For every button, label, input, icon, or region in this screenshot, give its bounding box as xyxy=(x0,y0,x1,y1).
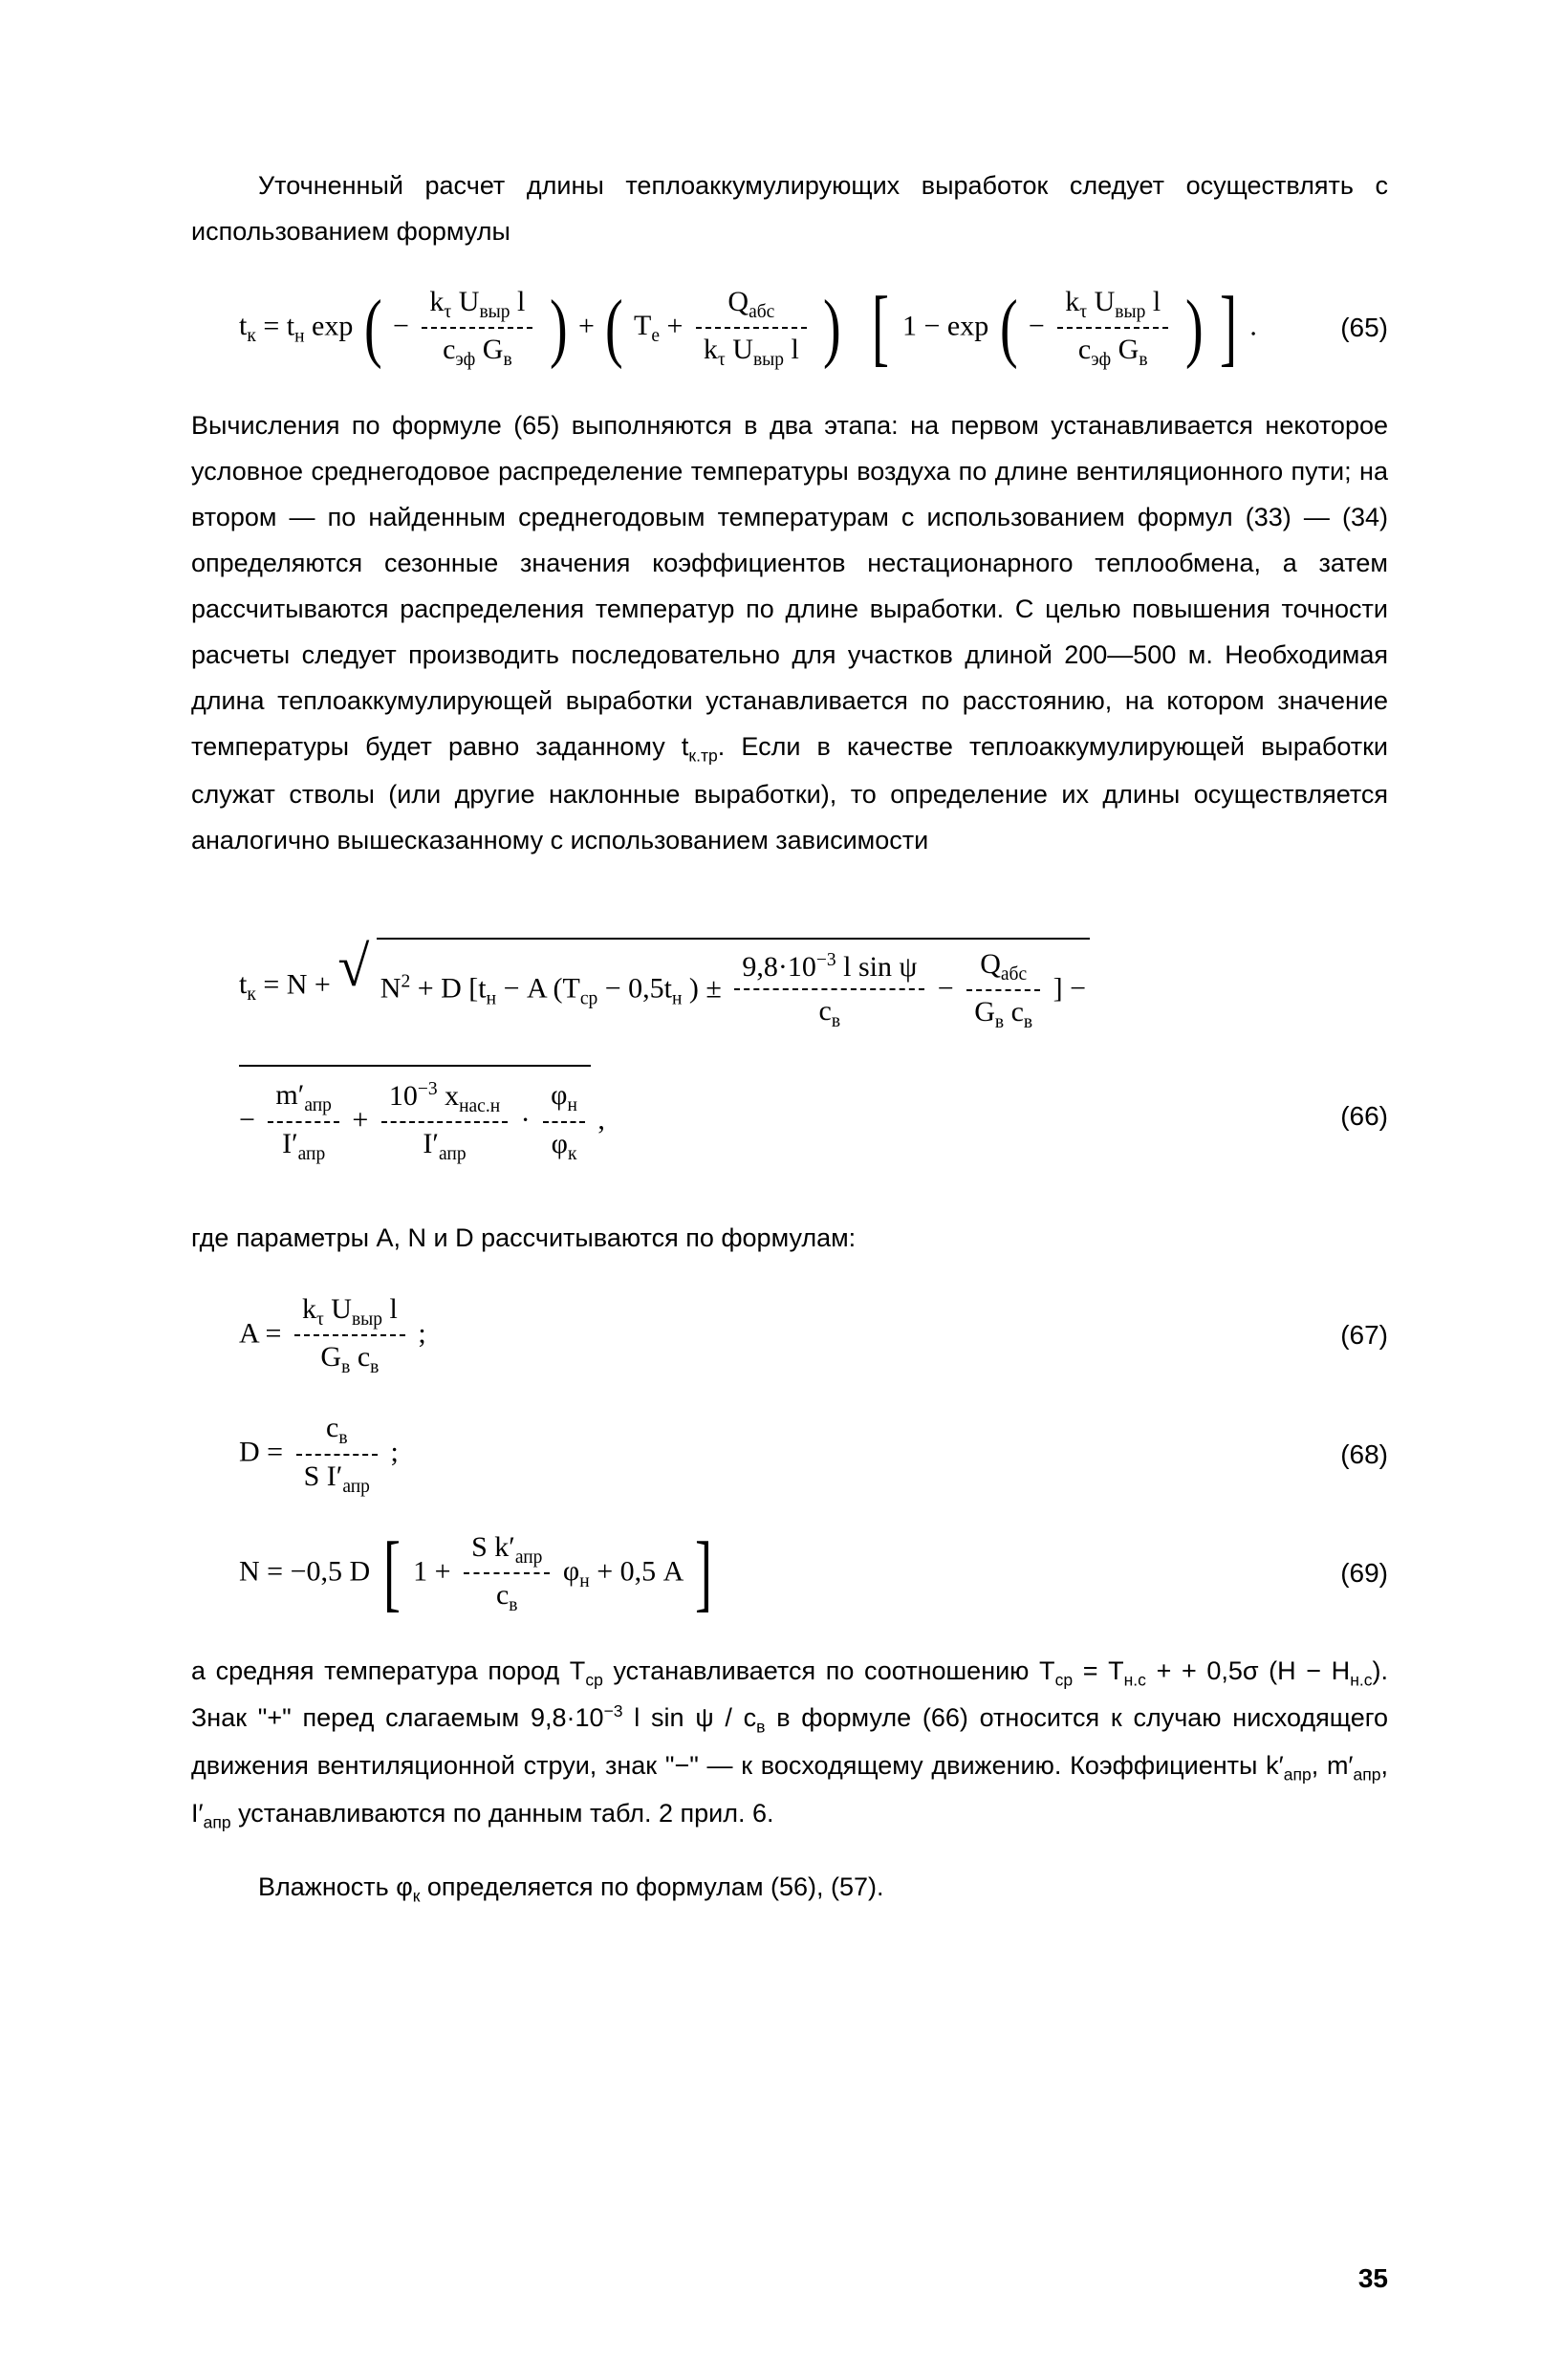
equation-66-line1: tк = N + √ N2 + D [tн − A (Tср − 0,5tн )… xyxy=(191,938,1388,1036)
equation-66-number: (66) xyxy=(1321,1101,1388,1132)
eq65-plus: + xyxy=(578,310,601,341)
bracket-close-icon: ] xyxy=(1220,285,1237,371)
eq66-lhs: tк xyxy=(239,968,256,1000)
eq66-frac3: m′апр I′апр xyxy=(268,1076,339,1167)
equation-69-number: (69) xyxy=(1321,1558,1388,1589)
eq69-lhs: N = −0,5 D xyxy=(239,1555,378,1587)
equation-69: N = −0,5 D [ 1 + S k′апр cв φн + 0,5 A ]… xyxy=(191,1528,1388,1619)
eq65-frac3: kτ Uвыр l cэф Gв xyxy=(1057,283,1168,374)
eq65-plus2: + xyxy=(667,310,690,341)
equation-67: A = kτ Uвыр l Gв cв ; (67) xyxy=(191,1290,1388,1381)
paragraph-intro: Уточненный расчет длины теплоаккумулирую… xyxy=(191,162,1388,254)
eq65-frac1: kτ Uвыр l cэф Gв xyxy=(422,283,532,374)
paren-open-icon: ( xyxy=(1000,290,1018,366)
equation-65-body: tк = tн exp ( − kτ Uвыр l cэф Gв ) + ( T… xyxy=(191,283,1321,374)
page: Уточненный расчет длины теплоаккумулирую… xyxy=(0,0,1541,2380)
equation-68: D = cв S I′апр ; (68) xyxy=(191,1409,1388,1500)
eq66-sqrt: √ N2 + D [tн − A (Tср − 0,5tн ) ± 9,8·10… xyxy=(337,938,1090,1036)
eq65-Te: Te xyxy=(634,310,660,341)
equation-66-line2: − m′апр I′апр + 10−3 xнас.н I′апр · φн φ… xyxy=(191,1065,1388,1168)
eq65-one-minus: 1 − exp xyxy=(902,310,996,341)
paragraph-humidity: Влажность φк определяется по формулам (5… xyxy=(191,1864,1388,1912)
paragraph-mean-temp: а средняя температура пород Tср устанавл… xyxy=(191,1648,1388,1837)
equation-68-body: D = cв S I′апр ; xyxy=(191,1409,1321,1500)
bracket-open-icon: [ xyxy=(383,1530,401,1616)
equation-67-number: (67) xyxy=(1321,1320,1388,1351)
eq68-frac: cв S I′апр xyxy=(296,1409,378,1500)
eq65-lhs: tк xyxy=(239,310,256,341)
equation-65-number: (65) xyxy=(1321,313,1388,343)
eq66-frac5: φн φк xyxy=(543,1076,585,1167)
eq66-frac2: Qабс Gв cв xyxy=(966,945,1040,1036)
eq67-lhs: A = xyxy=(239,1317,289,1349)
paren-close-icon: ) xyxy=(1185,290,1204,366)
eq69-phi: φн xyxy=(563,1555,590,1587)
paren-open-icon: ( xyxy=(605,290,623,366)
eq66-eq: = N + xyxy=(263,968,337,1000)
eq65-tH-sub: н xyxy=(294,326,304,346)
eq65-eq: = t xyxy=(263,310,294,341)
equation-66-body-2: − m′апр I′апр + 10−3 xнас.н I′апр · φн φ… xyxy=(191,1065,1321,1168)
eq69-plus05A: + 0,5 A xyxy=(597,1555,682,1587)
eq66-frac4: 10−3 xнас.н I′апр xyxy=(381,1076,508,1168)
eq66-frac1: 9,8·10−3 l sin ψ cв xyxy=(734,947,924,1034)
sqrt-icon: √ xyxy=(337,938,369,995)
page-number: 35 xyxy=(1358,2263,1388,2294)
eq65-frac2: Qабс kτ Uвыр l xyxy=(696,283,807,374)
equation-65: tк = tн exp ( − kτ Uвыр l cэф Gв ) + ( T… xyxy=(191,283,1388,374)
eq69-one-plus: 1 + xyxy=(413,1555,458,1587)
eq66-overline: − m′апр I′апр + 10−3 xнас.н I′апр · φн φ… xyxy=(239,1065,591,1168)
paren-close-icon: ) xyxy=(550,290,568,366)
eq65-dot: . xyxy=(1249,310,1257,341)
paren-close-icon: ) xyxy=(823,290,841,366)
bracket-close-icon: ] xyxy=(695,1530,712,1616)
equation-67-body: A = kτ Uвыр l Gв cв ; xyxy=(191,1290,1321,1381)
eq68-lhs: D = xyxy=(239,1437,291,1468)
paragraph-explain-65: Вычисления по формуле (65) выполняются в… xyxy=(191,402,1388,863)
bracket-open-icon: [ xyxy=(872,285,889,371)
eq68-semi: ; xyxy=(390,1437,398,1468)
paragraph-params: где параметры A, N и D рассчитываются по… xyxy=(191,1215,1388,1261)
equation-69-body: N = −0,5 D [ 1 + S k′апр cв φн + 0,5 A ] xyxy=(191,1528,1321,1619)
equation-66-body-1: tк = N + √ N2 + D [tн − A (Tср − 0,5tн )… xyxy=(191,938,1369,1036)
paren-open-icon: ( xyxy=(364,290,382,366)
eq69-frac: S k′апр cв xyxy=(464,1528,550,1619)
eq67-semi: ; xyxy=(418,1317,425,1349)
eq67-frac: kτ Uвыр l Gв cв xyxy=(294,1290,405,1381)
equation-68-number: (68) xyxy=(1321,1439,1388,1470)
eq65-exp1: exp xyxy=(312,310,360,341)
